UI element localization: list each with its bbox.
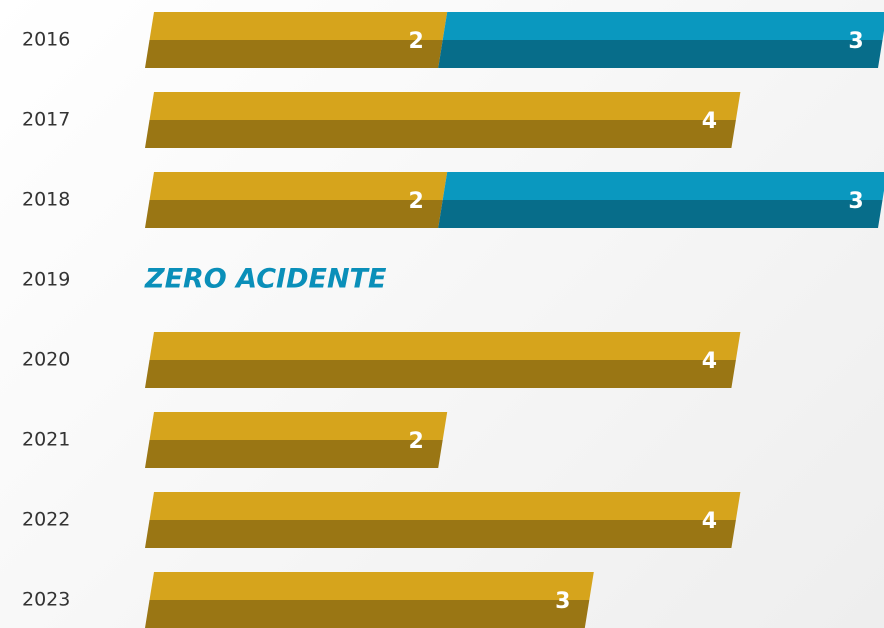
value-label: 4 bbox=[702, 509, 717, 534]
bar bbox=[145, 412, 448, 468]
y-tick-label: 2019 bbox=[22, 269, 70, 291]
bar bbox=[145, 92, 741, 148]
y-tick-label: 2022 bbox=[22, 509, 70, 531]
bar bbox=[145, 12, 448, 68]
bar bbox=[145, 572, 594, 628]
value-label: 4 bbox=[702, 349, 717, 374]
bar bbox=[438, 172, 884, 228]
bar bbox=[438, 12, 884, 68]
y-tick-label: 2017 bbox=[22, 109, 70, 131]
value-label: 3 bbox=[848, 189, 863, 214]
y-tick-label: 2021 bbox=[22, 429, 70, 451]
bar bbox=[145, 332, 741, 388]
bar bbox=[145, 172, 448, 228]
value-label: 2 bbox=[409, 189, 424, 214]
value-label: 3 bbox=[555, 589, 570, 614]
value-label: 4 bbox=[702, 109, 717, 134]
annotation: ZERO ACIDENTE bbox=[144, 264, 387, 295]
value-label: 2 bbox=[409, 29, 424, 54]
y-tick-label: 2018 bbox=[22, 189, 70, 211]
bar bbox=[145, 492, 741, 548]
value-label: 2 bbox=[409, 429, 424, 454]
value-label: 3 bbox=[848, 29, 863, 54]
y-tick-label: 2023 bbox=[22, 589, 70, 611]
y-tick-label: 2020 bbox=[22, 349, 70, 371]
y-tick-label: 2016 bbox=[22, 29, 70, 51]
